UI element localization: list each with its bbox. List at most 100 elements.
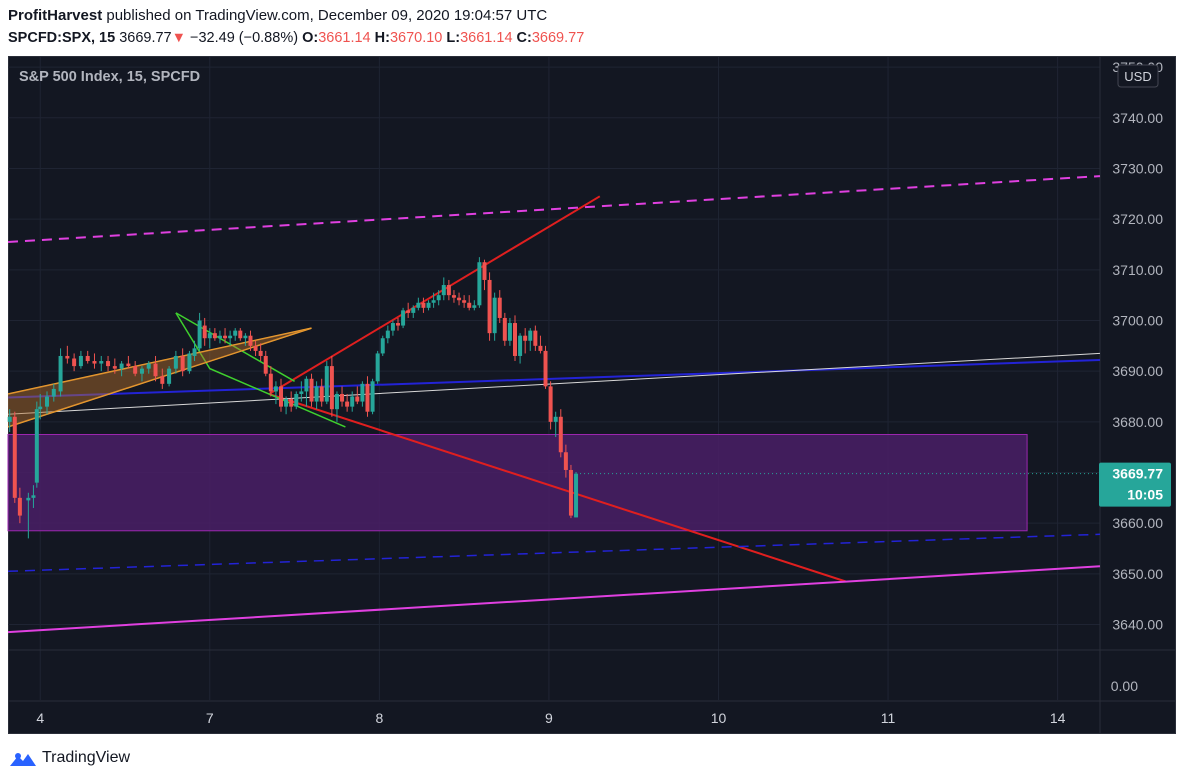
candle-body (38, 406, 43, 410)
candle-body (324, 366, 329, 402)
candle (563, 444, 568, 478)
candle-body (533, 330, 538, 346)
candle-body (17, 497, 22, 516)
currency-badge[interactable]: USD (1117, 64, 1159, 88)
candle-body (299, 391, 304, 394)
time-tick-label: 10 (711, 710, 727, 726)
publish-info: ProfitHarvest published on TradingView.c… (8, 7, 547, 24)
candle (553, 411, 558, 438)
tradingview-logo-icon[interactable] (8, 750, 38, 770)
candle (329, 355, 334, 417)
candle-body (139, 368, 144, 374)
tradingview-brand[interactable]: TradingView (42, 749, 131, 766)
candle-body (518, 335, 523, 356)
candle-body (436, 295, 441, 301)
volume-pane-tick: 0.00 (1111, 678, 1138, 694)
last-price-label-text: 3669.77 (1112, 466, 1163, 482)
candle (7, 409, 12, 432)
candle (365, 376, 370, 417)
candle (431, 292, 436, 308)
candle (238, 328, 243, 341)
candle (314, 381, 319, 410)
candle-body (119, 363, 124, 369)
candle-body (513, 323, 517, 356)
candle-body (167, 368, 172, 384)
candle (462, 295, 467, 308)
candle-body (263, 355, 268, 374)
candle-body (558, 416, 563, 453)
candlesticks (7, 257, 579, 539)
candle-body (233, 330, 238, 336)
candle (304, 376, 309, 407)
candle-body (34, 409, 39, 483)
candle (248, 330, 253, 351)
currency-badge-bg (1117, 64, 1159, 88)
candle-body (309, 378, 314, 402)
drawing-lines[interactable] (7, 175, 1101, 634)
candle-body (457, 297, 462, 301)
candle (390, 320, 395, 336)
candle-body (497, 297, 502, 318)
candle (207, 328, 212, 349)
time-tick-label: 7 (206, 710, 214, 726)
candle-body (51, 388, 56, 397)
candle-body (26, 497, 31, 501)
last-price-label-bg (1099, 462, 1171, 507)
candle (324, 361, 329, 405)
candle (350, 391, 355, 412)
candle (26, 492, 31, 539)
candle-body (375, 353, 380, 382)
candle-body (329, 366, 334, 410)
candle-body (72, 358, 77, 367)
high-label: H: (374, 30, 390, 46)
candle-body (574, 473, 579, 518)
candle-body (279, 386, 283, 407)
candle (197, 312, 202, 351)
candle-body (355, 396, 360, 402)
publication-header: ProfitHarvest published on TradingView.c… (0, 0, 1184, 56)
candle (507, 317, 512, 346)
author-name[interactable]: ProfitHarvest (8, 7, 103, 24)
candle-body (396, 323, 400, 326)
candle-body (112, 366, 117, 369)
support-zone-rectangle[interactable] (7, 434, 1028, 532)
candle (202, 317, 207, 346)
symbol-label: SPCFD:SPX, 15 (8, 30, 116, 46)
last-price: 3669.77 (119, 30, 172, 46)
green-triangle-upper (175, 312, 346, 428)
candle (153, 355, 158, 382)
candle-body (426, 302, 431, 308)
time-axis[interactable]: 4 7 8 9 10 11 14 (36, 710, 1065, 726)
candle (106, 355, 111, 372)
candle (375, 350, 380, 384)
candle-body (58, 355, 63, 392)
candle-body (212, 333, 217, 339)
down-arrow-icon: ▼ (171, 30, 186, 46)
open-value: 3661.14 (318, 30, 371, 46)
candle-body (173, 355, 178, 369)
candle (309, 373, 314, 407)
candle (45, 391, 49, 415)
candle (173, 350, 178, 374)
currency-badge-text: USD (1124, 69, 1151, 84)
candle (568, 464, 573, 519)
candle-body (92, 361, 97, 364)
magenta-dashed-resistance (7, 175, 1101, 243)
candle-body (248, 335, 253, 346)
candle-body (553, 416, 558, 422)
candle-body (7, 416, 12, 422)
candle-body (126, 363, 131, 367)
candle (146, 361, 151, 374)
candle-body (563, 452, 568, 470)
candle (99, 355, 104, 372)
candle (477, 257, 482, 308)
candle (513, 315, 517, 362)
candle-body (370, 381, 375, 412)
candle (119, 361, 124, 377)
price-change: −32.49 (−0.88%) (190, 30, 299, 46)
candle (217, 330, 222, 344)
price-axis[interactable]: 3750.003740.003730.003720.003710.003700.… (1112, 59, 1163, 632)
candle-body (543, 350, 548, 387)
candle (58, 348, 63, 397)
